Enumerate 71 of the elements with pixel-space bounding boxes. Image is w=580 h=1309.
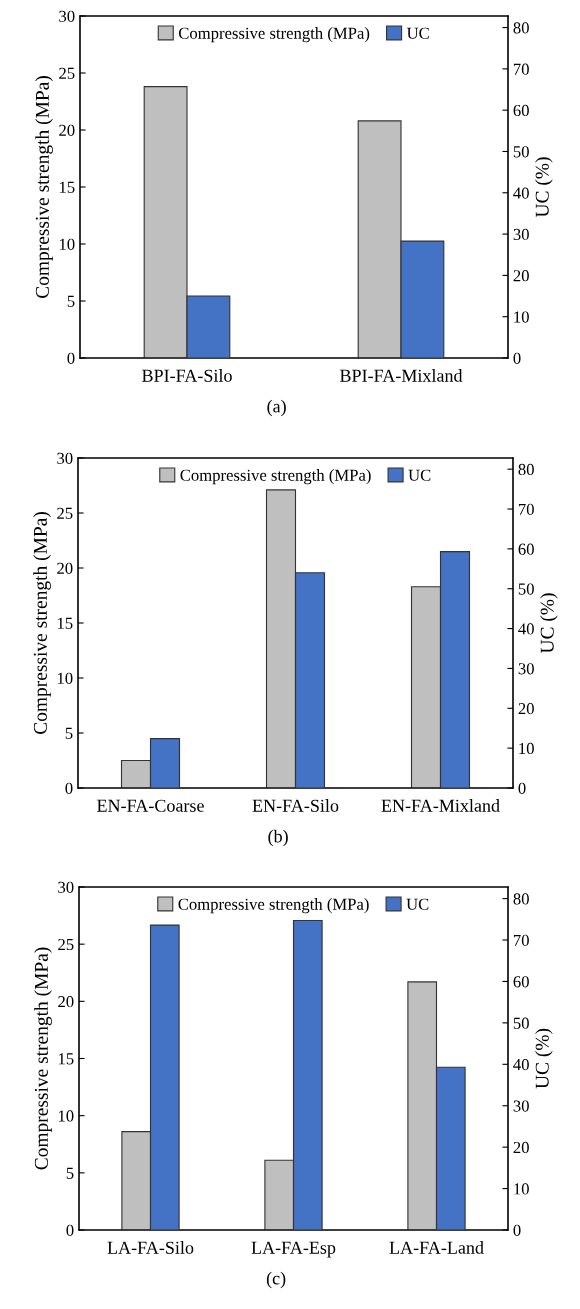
y-tick-label: 5 [67, 295, 75, 307]
legend-label: Compressive strength (MPa) [178, 898, 369, 914]
y-tick-label: 30 [58, 881, 74, 893]
x-tick-label: LA-FA-Land [389, 1241, 484, 1254]
y-axis-title: Compressive strength (MPa) [33, 512, 51, 734]
legend-label: UC [408, 469, 431, 481]
y2-tick-label: 0 [518, 782, 526, 794]
legend-label: UC [406, 27, 429, 39]
y2-tick-label: 80 [513, 22, 529, 34]
y2-tick-label: 30 [513, 228, 529, 241]
y-tick-label: 10 [59, 238, 75, 250]
y-tick-label: 30 [59, 10, 75, 22]
y-axis-title: Compressive strength (MPa) [34, 947, 52, 1170]
y2-tick-label: 10 [519, 742, 534, 755]
y2-tick-label: 20 [518, 702, 534, 715]
text: (a) [267, 399, 286, 417]
y2-axis-title: UC (%) [535, 1028, 553, 1089]
y-tick-label: 15 [58, 1053, 74, 1065]
x-tick-label: EN-FA-Mixland [381, 799, 500, 812]
y2-tick-label: 60 [513, 104, 529, 117]
x-tick-label: LA-FA-Silo [107, 1241, 194, 1254]
y-tick-label: 25 [57, 507, 73, 519]
x-tick-label: LA-FA-Esp [251, 1241, 336, 1258]
y2-tick-label: 50 [513, 146, 529, 158]
legend-label: UC [406, 898, 429, 910]
y2-axis-title: UC (%) [535, 157, 553, 218]
y-tick-label: 15 [57, 617, 73, 629]
y-tick-label: 5 [66, 1167, 74, 1179]
x-tick-label: EN-FA-Coarse [97, 799, 204, 812]
y2-tick-label: 20 [513, 1141, 529, 1154]
y2-tick-label: 30 [513, 1100, 529, 1112]
y2-tick-label: 20 [513, 270, 529, 282]
y2-tick-label: 60 [513, 976, 529, 988]
y-tick-label: 25 [59, 67, 75, 79]
x-tick-label: BPI-FA-Mixland [339, 369, 463, 382]
y-tick-label: 30 [57, 452, 73, 464]
y2-tick-label: 40 [513, 187, 529, 199]
y2-tick-label: 70 [513, 934, 529, 946]
text: (c) [266, 1271, 286, 1289]
y2-tick-label: 0 [513, 352, 521, 364]
y2-axis-title: UC (%) [540, 593, 558, 654]
y-tick-label: 0 [65, 782, 73, 794]
y2-tick-label: 50 [513, 1017, 529, 1029]
y2-tick-label: 10 [514, 1183, 529, 1195]
x-tick-label: BPI-FA-Silo [142, 369, 232, 382]
y-tick-label: 0 [66, 1224, 74, 1236]
legend-label: Compressive strength (MPa) [178, 27, 370, 43]
x-tick-label: EN-FA-Silo [252, 799, 339, 812]
y-tick-label: 10 [58, 1110, 74, 1122]
y-tick-label: 5 [65, 727, 73, 739]
y2-tick-label: 40 [513, 1059, 529, 1071]
y2-tick-label: 40 [518, 623, 534, 635]
text: (b) [268, 829, 288, 847]
legend-label: Compressive strength (MPa) [180, 469, 371, 485]
y2-tick-label: 70 [518, 503, 534, 515]
y-tick-label: 20 [57, 562, 73, 574]
y-tick-label: 20 [58, 996, 74, 1008]
y2-tick-label: 80 [513, 893, 529, 905]
y2-tick-label: 30 [518, 663, 534, 675]
y2-tick-label: 0 [513, 1224, 521, 1236]
y2-tick-label: 70 [513, 63, 529, 75]
y2-tick-label: 10 [514, 311, 529, 323]
y-tick-label: 20 [59, 124, 75, 136]
y-axis-title: Compressive strength (MPa) [35, 76, 53, 298]
y2-tick-label: 50 [518, 583, 534, 595]
y-tick-label: 0 [67, 352, 75, 364]
y-tick-label: 10 [57, 672, 73, 684]
y-tick-label: 25 [58, 938, 74, 951]
y2-tick-label: 60 [518, 543, 534, 555]
y-tick-label: 15 [59, 181, 75, 193]
y2-tick-label: 80 [518, 463, 534, 476]
